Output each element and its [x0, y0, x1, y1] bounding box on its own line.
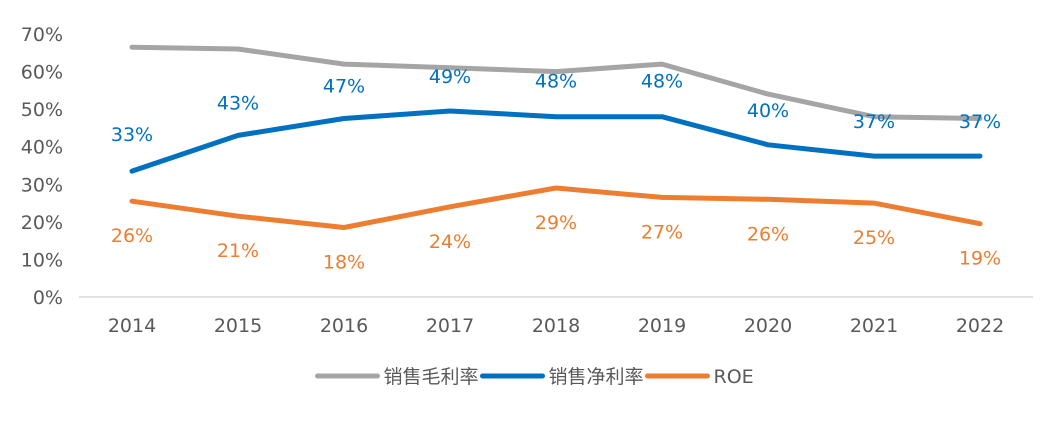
data-label: 48%	[535, 71, 577, 93]
data-label: 27%	[641, 221, 683, 243]
y-tick-label: 20%	[21, 212, 63, 234]
legend-label: ROE	[714, 366, 754, 388]
y-tick-label: 10%	[21, 249, 63, 271]
data-label: 40%	[747, 100, 789, 122]
data-label: 25%	[853, 227, 895, 249]
data-label: 43%	[217, 92, 259, 114]
x-tick-label: 2022	[956, 315, 1004, 337]
x-axis: 2014 2015 2016 2017 2018 2019 2020 2021 2022	[108, 315, 1004, 337]
y-tick-label: 30%	[21, 174, 63, 196]
data-labels: 33% 43% 47% 49% 48% 48% 40% 37% 37% 26% 21% 18% 24% 2…	[111, 66, 1001, 273]
x-tick-label: 2021	[850, 315, 898, 337]
data-label: 24%	[429, 231, 471, 253]
y-tick-label: 0%	[33, 287, 63, 309]
x-tick-label: 2019	[638, 315, 686, 337]
legend-label: 销售净利率	[549, 366, 644, 388]
data-label: 37%	[853, 111, 895, 133]
x-tick-label: 2016	[320, 315, 368, 337]
data-label: 29%	[535, 212, 577, 234]
data-label: 48%	[641, 71, 683, 93]
legend-label: 销售毛利率	[384, 366, 479, 388]
data-label: 37%	[959, 111, 1001, 133]
series-line-2	[129, 185, 983, 230]
data-label: 26%	[111, 225, 153, 247]
x-tick-label: 2020	[744, 315, 792, 337]
y-tick-label: 70%	[21, 24, 63, 46]
data-label: 47%	[323, 76, 365, 98]
y-tick-label: 50%	[21, 99, 63, 121]
data-label: 19%	[959, 248, 1001, 270]
y-tick-label: 60%	[21, 62, 63, 84]
data-label: 26%	[747, 223, 789, 245]
x-tick-label: 2018	[532, 315, 580, 337]
series-lines	[129, 44, 983, 230]
y-axis: 0% 10% 20% 30% 40% 50% 60% 70%	[21, 24, 63, 309]
series-line-0	[129, 44, 983, 121]
x-tick-label: 2015	[214, 315, 262, 337]
series-line-1	[129, 108, 983, 174]
data-label: 21%	[217, 240, 259, 262]
legend: 销售毛利率 销售净利率 ROE	[315, 366, 754, 388]
data-label: 33%	[111, 124, 153, 146]
data-label: 49%	[429, 66, 471, 88]
x-tick-label: 2017	[426, 315, 474, 337]
data-label: 18%	[323, 251, 365, 273]
x-tick-label: 2014	[108, 315, 156, 337]
y-tick-label: 40%	[21, 137, 63, 159]
